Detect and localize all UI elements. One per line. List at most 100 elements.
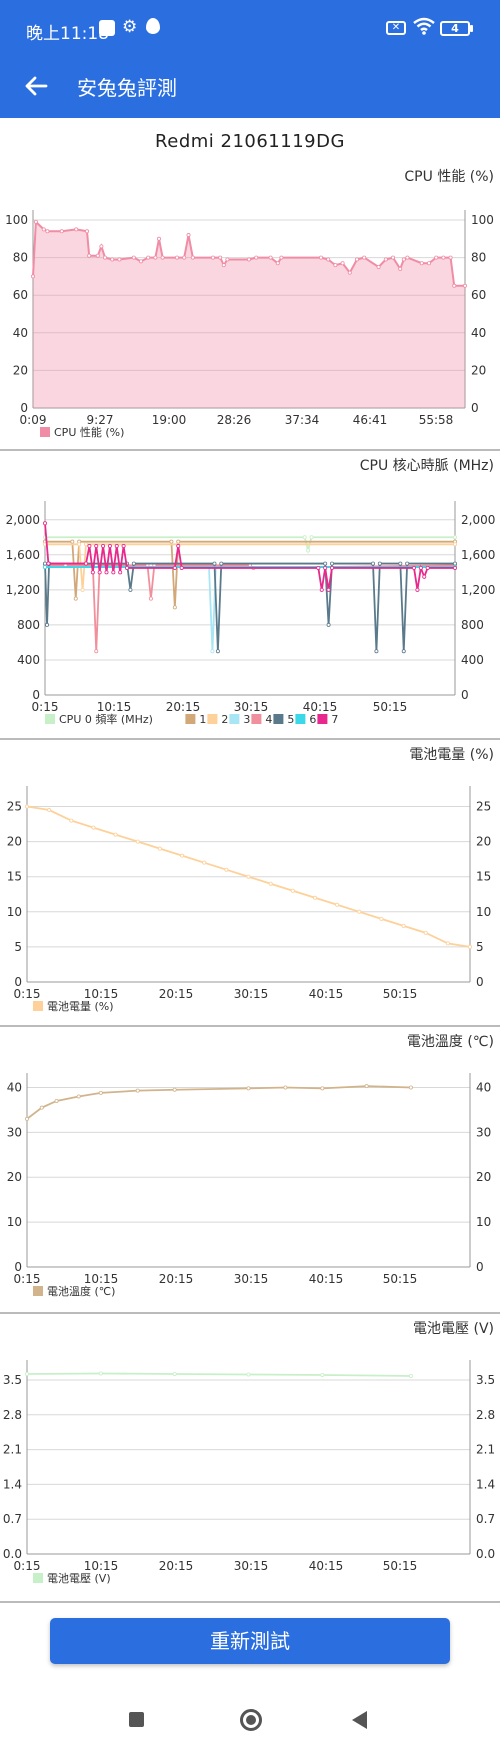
data-point <box>85 229 90 234</box>
panel-divider <box>0 1312 500 1314</box>
data-point <box>340 261 345 266</box>
x-tick-label: 40:15 <box>309 1272 344 1286</box>
data-point <box>98 1090 103 1095</box>
data-point <box>246 1372 251 1377</box>
y-tick-label: 3.5 <box>3 1373 22 1387</box>
data-point <box>84 542 89 547</box>
data-point <box>95 253 100 258</box>
legend-label: 1 <box>199 713 206 726</box>
x-tick-label: 10:15 <box>84 1272 119 1286</box>
chart-title: 電池電量 (%) <box>409 747 494 763</box>
legend-label: 電池溫度 (℃) <box>47 1284 115 1298</box>
data-point <box>370 561 375 566</box>
home-button[interactable] <box>240 1709 262 1731</box>
data-point <box>326 257 331 262</box>
data-point <box>246 1086 251 1091</box>
data-point <box>326 587 331 592</box>
y-tick-label-right: 0.0 <box>476 1547 495 1561</box>
x-tick-label: 40:15 <box>309 1559 344 1573</box>
chart-title: CPU 性能 (%) <box>404 169 494 185</box>
data-point <box>405 561 410 566</box>
legend-swatch <box>40 427 50 437</box>
data-point <box>94 649 99 654</box>
data-point <box>333 263 338 268</box>
series-line <box>44 562 455 652</box>
x-tick-label: 0:09 <box>20 413 47 427</box>
flame-icon <box>146 18 160 34</box>
data-point <box>172 1087 177 1092</box>
data-point <box>41 227 46 232</box>
data-point <box>246 257 251 262</box>
back-arrow-icon[interactable] <box>22 72 50 100</box>
y-tick-label: 40 <box>7 1080 22 1094</box>
y-tick-label-right: 80 <box>471 251 486 265</box>
data-point <box>114 544 119 549</box>
wifi-icon <box>413 17 435 35</box>
data-point <box>408 1373 413 1378</box>
legend-label: 電池電量 (%) <box>47 1000 114 1013</box>
data-point <box>452 565 457 570</box>
legend-label: 6 <box>309 713 316 726</box>
legend-swatch <box>33 1286 43 1296</box>
recent-apps-button[interactable] <box>129 1712 144 1727</box>
y-tick-label-right: 60 <box>471 288 486 302</box>
data-point <box>434 255 439 260</box>
x-tick-label: 50:15 <box>383 1272 418 1286</box>
x-tick-label: 20:15 <box>159 1272 194 1286</box>
data-point <box>45 622 50 627</box>
data-point <box>290 888 295 893</box>
data-point <box>377 561 382 566</box>
y-tick-label: 20 <box>7 1170 22 1184</box>
chart-svg: 0.0 0.0 0.7 0.7 1.4 1.4 2.1 2.1 2.8 2.8 3.5 3.5 0:15… <box>3 1360 495 1585</box>
x-tick-label: 30:15 <box>234 987 269 1001</box>
data-point <box>118 570 123 575</box>
data-point <box>33 219 38 224</box>
retest-button[interactable]: 重新測試 <box>50 1618 450 1664</box>
data-point <box>138 259 143 264</box>
panel-divider <box>0 1025 500 1027</box>
data-point <box>401 923 406 928</box>
data-point <box>107 544 112 549</box>
data-point <box>320 1372 325 1377</box>
nav-back-button[interactable] <box>352 1711 367 1729</box>
chart-svg: 0 0 5 5 10 10 15 15 20 20 25 25 0:15 10:15 20:15 30:15 4… <box>7 786 491 1013</box>
chart-panel: 0 0 400 400 800 800 1,200 1,200 1,600 1,600 2,000 2… <box>0 451 500 738</box>
data-point <box>452 542 457 547</box>
y-tick-label: 60 <box>13 288 28 302</box>
data-point <box>76 1094 81 1099</box>
chart-panel: 0 0 5 5 10 10 15 15 20 20 25 25 0:15 10:15 20:15 30:15 4… <box>0 740 500 1025</box>
data-point <box>47 808 52 813</box>
y-tick-label-right: 15 <box>476 870 491 884</box>
data-point <box>74 227 79 232</box>
data-point <box>117 257 122 262</box>
data-point <box>323 561 328 566</box>
data-point <box>172 1371 177 1376</box>
data-point <box>422 574 427 579</box>
data-point <box>153 255 158 260</box>
data-point <box>210 649 215 654</box>
series-line <box>44 523 455 590</box>
y-tick-label: 0.7 <box>3 1512 22 1526</box>
chart-title: 電池電壓 (V) <box>413 1321 494 1337</box>
x-tick-label: 19:00 <box>152 413 187 427</box>
data-point <box>190 255 195 260</box>
page-title: 安兔兔評測 <box>77 76 177 100</box>
y-tick-label-right: 40 <box>471 326 486 340</box>
legend-label: 電池電壓 (V) <box>47 1572 111 1585</box>
y-tick-label-right: 1.4 <box>476 1477 495 1491</box>
data-point <box>383 257 388 262</box>
data-point <box>179 565 184 570</box>
data-point <box>125 565 130 570</box>
device-name: Redmi 21061119DG <box>155 131 345 152</box>
legend-label: CPU 0 頻率 (MHz) <box>59 712 153 726</box>
data-point <box>306 548 311 553</box>
data-point <box>362 255 367 260</box>
x-tick-label: 0:15 <box>14 987 41 1001</box>
data-point <box>462 283 467 288</box>
data-point <box>121 544 126 549</box>
legend-label: 5 <box>287 713 294 726</box>
x-tick-label: 46:41 <box>353 413 388 427</box>
y-tick-label: 25 <box>7 800 22 814</box>
data-point <box>379 916 384 921</box>
data-point <box>415 587 420 592</box>
